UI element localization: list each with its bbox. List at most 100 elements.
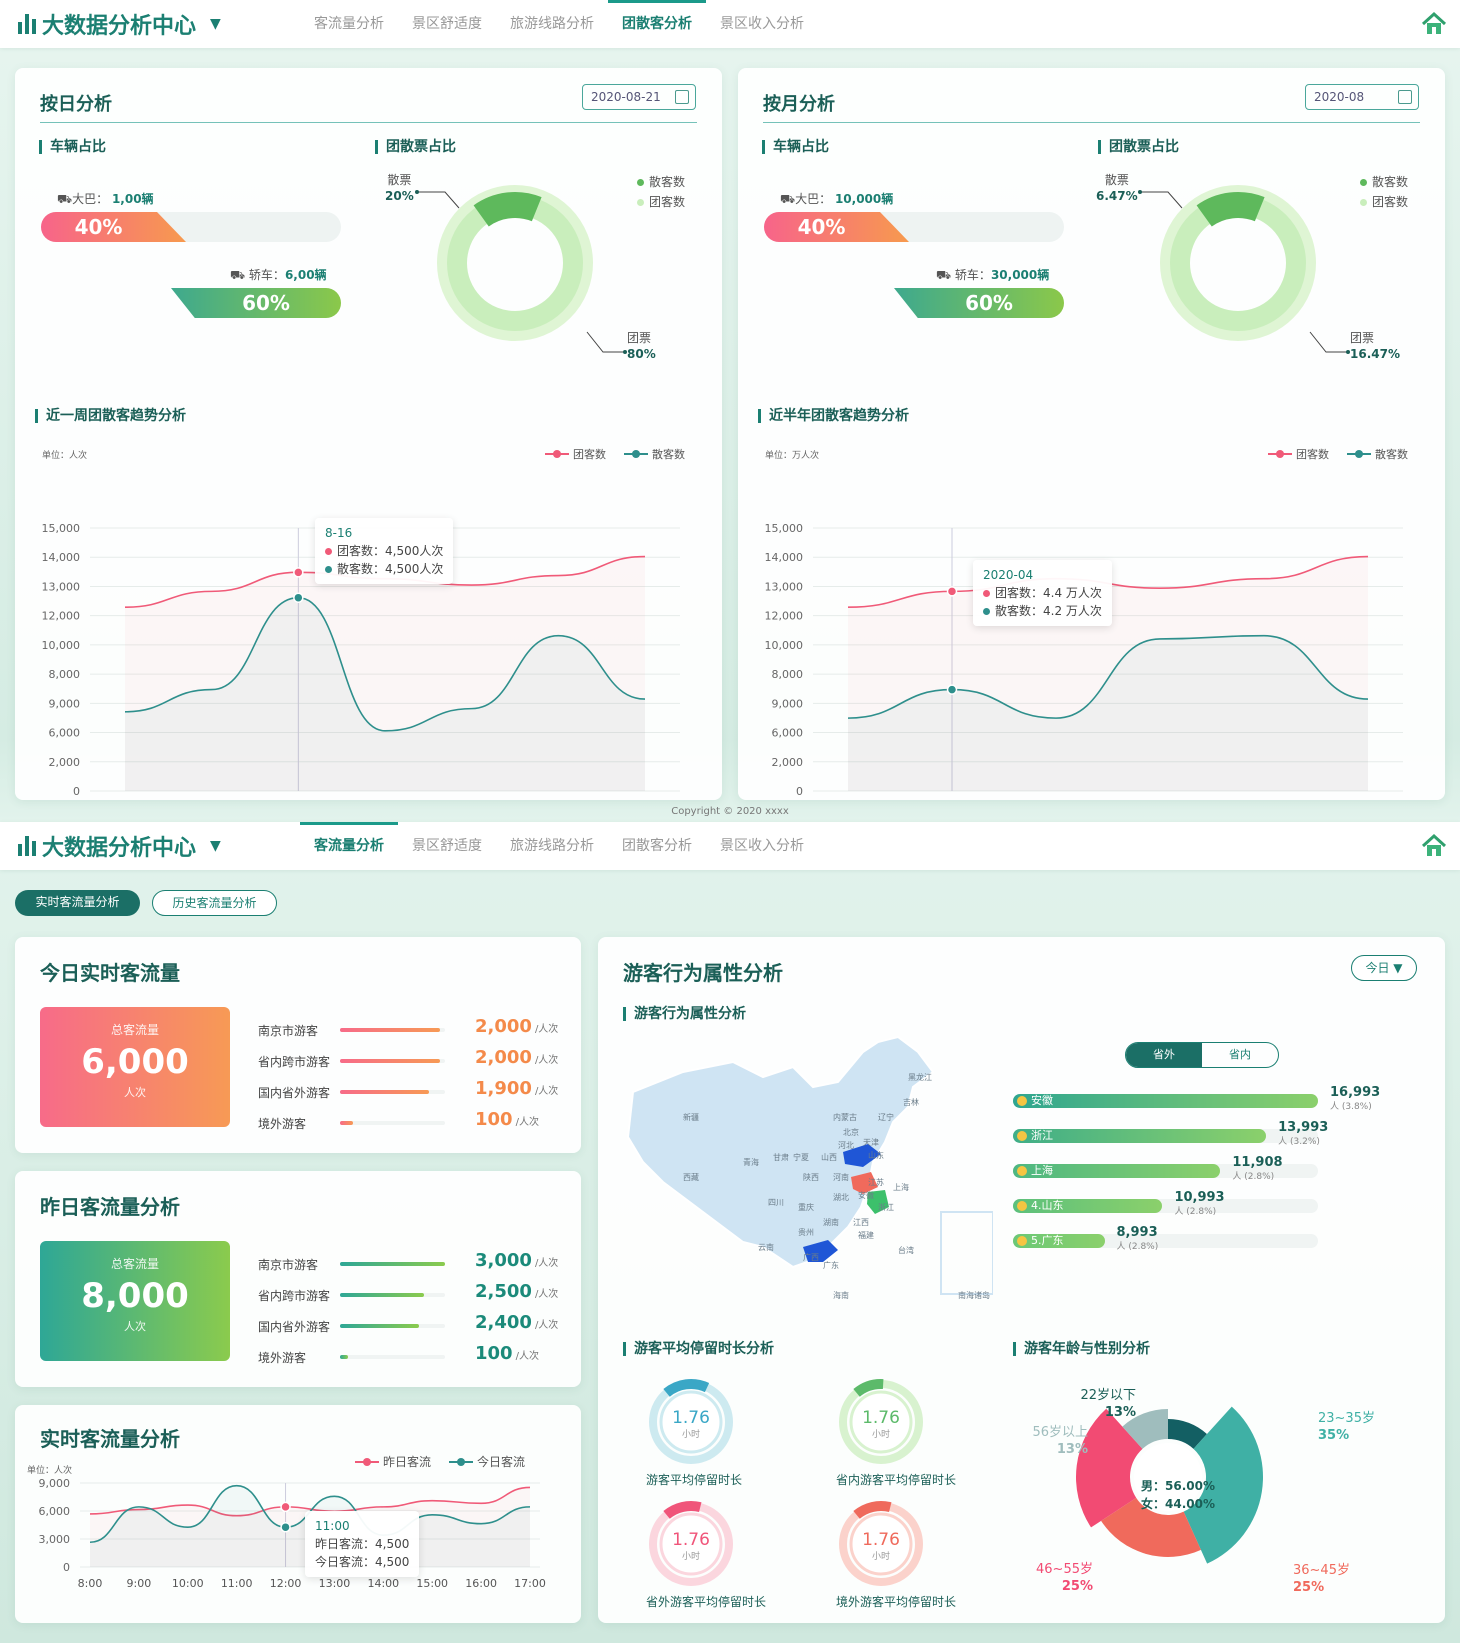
data-point[interactable]: [293, 592, 304, 603]
map-province-label: 青海: [743, 1158, 759, 1167]
toggle-in[interactable]: 省内: [1229, 1048, 1251, 1061]
scatter-callout: 散票 6.47%: [1096, 173, 1138, 203]
stay-gauge: 1.76 小时 省外游客平均停留时长: [646, 1499, 766, 1609]
map-province-label: 江苏: [868, 1178, 884, 1187]
data-point[interactable]: [946, 684, 958, 695]
map-province-label: 河南: [833, 1173, 849, 1182]
location-pin-icon: [1017, 1166, 1027, 1176]
flow-row-track: [340, 1121, 445, 1125]
tab-history[interactable]: 历史客流量分析: [152, 890, 277, 916]
panel-title: 昨日客流量分析: [40, 1195, 180, 1219]
map-province-label: 天津: [863, 1138, 879, 1147]
age-label: 36~45岁 25%: [1293, 1562, 1363, 1596]
age-segment[interactable]: [1183, 1406, 1263, 1564]
series-area: [848, 635, 1368, 791]
nav-group-individual[interactable]: 团散客分析: [622, 838, 692, 854]
nav-traffic[interactable]: 客流量分析: [314, 16, 384, 32]
flow-row-unit: /人次: [534, 1289, 559, 1300]
gauge-value: 1.76: [672, 1530, 710, 1550]
realtime-legend: 昨日客流 今日客流: [355, 1453, 525, 1470]
brand[interactable]: 大数据分析中心 ▼: [18, 822, 221, 870]
y-tick-label: 10,000: [42, 639, 81, 652]
nav-income[interactable]: 景区收入分析: [720, 838, 804, 854]
map-province-label: 黑龙江: [908, 1073, 932, 1082]
age-label: 22岁以下 13%: [1066, 1387, 1136, 1421]
ticket-donut: [1160, 185, 1316, 341]
flow-row-unit: /人次: [534, 1258, 559, 1269]
data-point[interactable]: [280, 1501, 291, 1513]
nav-income[interactable]: 景区收入分析: [720, 16, 804, 32]
gender-ratio: 男：56.00% 女：44.00%: [1138, 1477, 1218, 1513]
age-label-pct: 25%: [1293, 1580, 1325, 1595]
rank-share: 人 (3.8%): [1330, 1102, 1372, 1112]
calendar-icon: [675, 90, 689, 104]
map-province-label: 新疆: [683, 1113, 699, 1122]
rank-bar: 安徽: [1013, 1094, 1318, 1108]
chart-tooltip: 2020-04 团客数：4.4 万人次 散客数：4.2 万人次: [973, 560, 1112, 626]
top-navbar-2: 大数据分析中心 ▼ 客流量分析 景区舒适度 旅游线路分析 团散客分析 景区收入分…: [0, 822, 1460, 870]
period-select[interactable]: 今日 ▼: [1351, 955, 1417, 981]
rank-bar: 4.山东: [1013, 1199, 1163, 1213]
data-point[interactable]: [280, 1521, 291, 1533]
y-tick-label: 6,000: [39, 1505, 71, 1518]
map-province-label: 广东: [823, 1261, 839, 1270]
x-tick-label: 13:00: [319, 1577, 351, 1590]
nav-traffic[interactable]: 客流量分析: [300, 822, 398, 870]
age-segment[interactable]: [1168, 1419, 1207, 1449]
chevron-down-icon[interactable]: ▼: [210, 838, 221, 854]
scatter-callout: 散票 20%: [385, 173, 414, 203]
flow-row-label: 境外游客: [258, 1351, 307, 1365]
nav-comfort[interactable]: 景区舒适度: [412, 838, 482, 854]
nav-comfort[interactable]: 景区舒适度: [412, 16, 482, 32]
x-tick-label: 17:00: [514, 1577, 546, 1590]
flow-row-bar: [340, 1262, 445, 1266]
copyright: Copyright © 2020 xxxx: [671, 806, 789, 817]
data-point[interactable]: [293, 567, 304, 578]
gauge-fill: [838, 1379, 924, 1465]
brand[interactable]: 大数据分析中心 ▼: [18, 0, 221, 48]
map-province-label: 山西: [821, 1153, 837, 1162]
month-picker[interactable]: 2020-08: [1305, 84, 1419, 110]
toggle-out[interactable]: 省外: [1126, 1043, 1202, 1067]
nav-group-individual[interactable]: 团散客分析: [608, 0, 706, 48]
flow-row-value: 2,400/人次: [475, 1312, 559, 1333]
flow-row-label: 省内跨市游客: [258, 1289, 331, 1303]
chevron-down-icon[interactable]: ▼: [210, 16, 221, 32]
daily-panel: 按日分析 2020-08-21 车辆占比 ⛟大巴： 1,00辆 40% ⛟ 轿车…: [15, 68, 722, 800]
date-picker[interactable]: 2020-08-21: [582, 84, 696, 110]
x-tick-label: 12:00: [270, 1577, 302, 1590]
map-province-label: 宁夏: [793, 1153, 809, 1162]
age-segment[interactable]: [1076, 1408, 1143, 1528]
monthly-trend-chart: 15,000 14,000 13,000 12,000 10,000 8,000 9,000…: [765, 522, 1403, 798]
y-tick-label: 10,000: [765, 639, 804, 652]
flow-row-unit: /人次: [534, 1320, 559, 1331]
map-province-label: 河北: [838, 1141, 854, 1150]
chart-tooltip: 8-16 团客数：4,500人次 散客数：4,500人次: [315, 518, 454, 584]
chart-tooltip: 11:00 昨日客流：4,500 今日客流：4,500: [305, 1511, 420, 1577]
nav-route[interactable]: 旅游线路分析: [510, 16, 594, 32]
age-segment[interactable]: [1101, 1497, 1201, 1557]
total-flow-card: 总客流量 8,000 人次: [40, 1241, 230, 1361]
age-segment[interactable]: [1122, 1409, 1168, 1449]
bus-label: ⛟大巴： 1,00辆: [57, 192, 154, 206]
nav-route[interactable]: 旅游线路分析: [510, 838, 594, 854]
flow-row-bar: [340, 1028, 440, 1032]
y-tick-label: 6,000: [49, 727, 81, 740]
home-icon[interactable]: [1420, 832, 1448, 860]
home-icon[interactable]: [1420, 10, 1448, 38]
flow-row-value: 2,000/人次: [475, 1016, 559, 1037]
age-label-name: 22岁以下: [1080, 1388, 1136, 1403]
rank-value: 16,993 人 (3.8%): [1330, 1085, 1381, 1113]
map-province-label: 海南: [833, 1291, 849, 1300]
data-point[interactable]: [946, 586, 958, 597]
rank-bar: 浙江: [1013, 1129, 1267, 1143]
tab-realtime[interactable]: 实时客流量分析: [15, 890, 140, 916]
section-title: 车辆占比: [39, 140, 106, 154]
section-title: 游客年龄与性别分析: [1013, 1342, 1150, 1356]
map-province-label: 上海: [893, 1183, 909, 1192]
map-province-label: 山东: [868, 1151, 884, 1160]
rank-label: 浙江: [1031, 1129, 1053, 1142]
map-province-label: 湖北: [833, 1193, 849, 1202]
map-province-label: 吉林: [903, 1098, 919, 1107]
y-tick-label: 9,000: [49, 697, 81, 710]
